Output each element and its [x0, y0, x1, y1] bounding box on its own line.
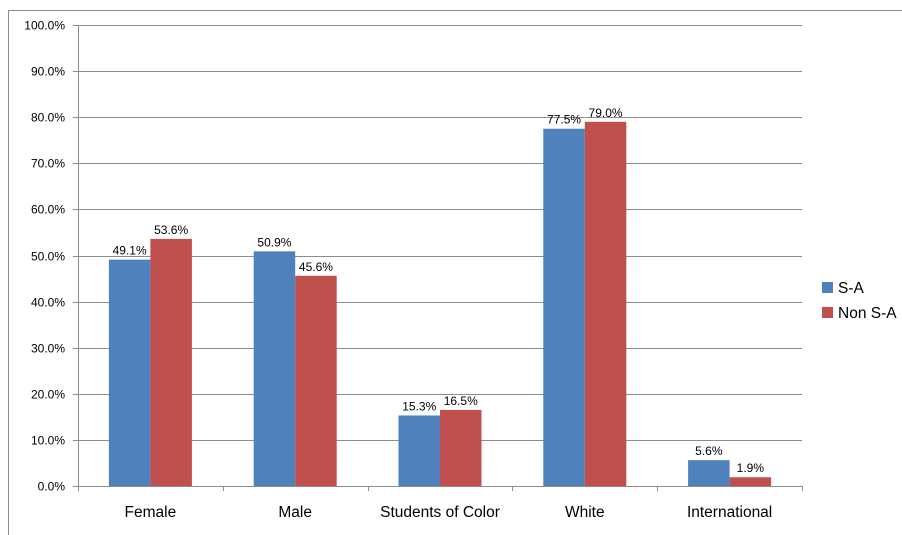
x-axis-labels: Female Male Students of Color White Internat…	[125, 504, 773, 521]
x-category-label: International	[687, 504, 772, 521]
bar-value-label: 15.3%	[402, 399, 436, 413]
legend-label: S-A	[838, 280, 865, 297]
bar-value-label: 5.6%	[695, 444, 723, 458]
axes	[78, 25, 803, 491]
bar	[108, 259, 151, 486]
bar	[729, 477, 772, 486]
y-tick-label: 90.0%	[31, 65, 65, 79]
x-category-label: Female	[125, 504, 177, 521]
bar	[398, 415, 440, 486]
y-axis-ticks: 0.0% 10.0% 20.0% 30.0% 40.0% 50.0% 60.0% 70.0% 8…	[24, 19, 78, 494]
legend: S-A Non S-A	[822, 280, 897, 322]
bars	[108, 121, 772, 486]
x-category-label: White	[565, 504, 605, 521]
y-tick-label: 40.0%	[31, 296, 65, 310]
y-tick-label: 80.0%	[31, 111, 65, 125]
y-tick-label: 10.0%	[31, 434, 65, 448]
bar	[440, 409, 482, 486]
bar	[688, 460, 730, 486]
bar-value-label: 79.0%	[589, 106, 623, 120]
y-tick-label: 20.0%	[31, 388, 65, 402]
bar-value-label: 50.9%	[257, 235, 291, 249]
bar-value-label: 1.9%	[737, 461, 765, 475]
chart-frame-top	[8, 10, 902, 11]
bar	[295, 275, 337, 486]
bar	[543, 128, 585, 486]
y-tick-label: 60.0%	[31, 203, 65, 217]
y-tick-label: 0.0%	[38, 480, 66, 494]
bar-value-label: 49.1%	[113, 244, 147, 258]
data-labels: 49.1% 53.6% 50.9% 45.6% 15.3% 16.5% 77.5% 79.0%…	[113, 106, 765, 475]
x-category-label: Male	[278, 504, 312, 521]
y-tick-label: 30.0%	[31, 342, 65, 356]
bar	[253, 251, 296, 486]
y-tick-label: 70.0%	[31, 157, 65, 171]
bar-value-label: 16.5%	[444, 394, 478, 408]
bar-value-label: 45.6%	[299, 260, 333, 274]
legend-swatch	[822, 282, 833, 293]
legend-label: Non S-A	[838, 305, 897, 322]
y-tick-label: 50.0%	[31, 250, 65, 264]
bar	[584, 121, 627, 486]
chart-frame-left	[8, 10, 9, 535]
legend-swatch	[822, 307, 833, 318]
y-tick-label: 100.0%	[24, 19, 65, 33]
bar	[150, 238, 192, 486]
bar-value-label: 77.5%	[547, 113, 581, 127]
bar-value-label: 53.6%	[154, 223, 188, 237]
x-category-label: Students of Color	[380, 504, 500, 521]
